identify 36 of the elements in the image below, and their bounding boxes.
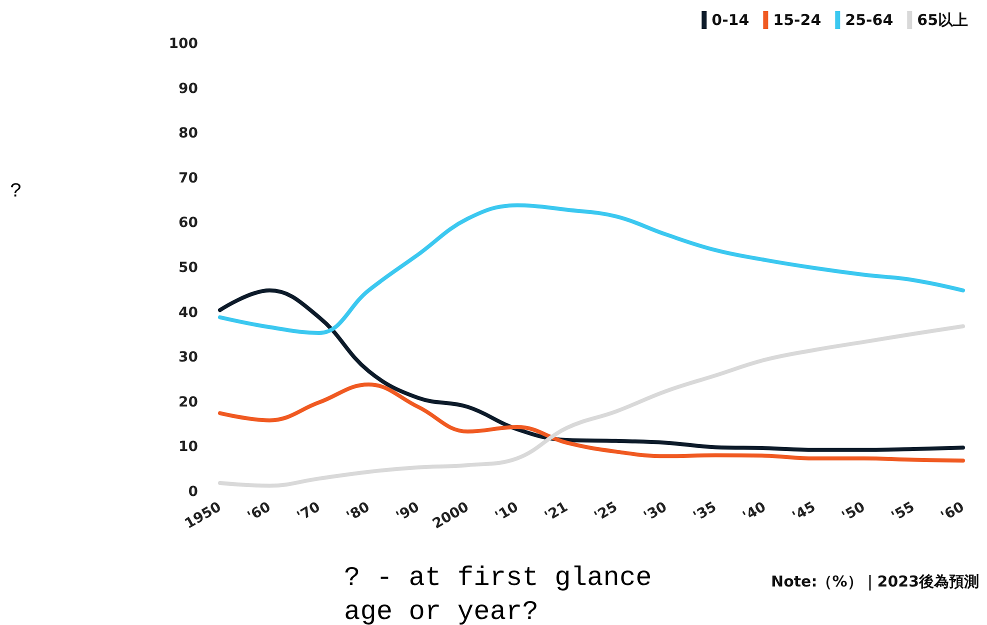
legend-label: 15-24 [773,11,822,29]
line-series [218,324,965,488]
text: ? [10,180,22,204]
y-tick-label: 100 [168,36,198,52]
y-tick-label: 70 [178,170,198,186]
x-tick-label: '40 [740,498,770,525]
x-tick-label: '50 [839,498,868,525]
x-tick-label: '10 [492,498,522,525]
legend-label: 25-64 [845,11,894,29]
legend-label: 65以上 [917,11,968,29]
x-tick-label: '25 [592,499,620,525]
x-tick-label: '55 [888,499,918,525]
y-tick-label: 90 [178,80,198,97]
y-tick-label: 40 [178,304,198,321]
y-tick-label: 60 [178,215,198,232]
line-series [218,288,965,452]
text: Note:（%）｜2023後為預測 [771,572,980,592]
y-tick-label: 50 [178,260,198,276]
y-tick-label: 20 [178,394,198,410]
x-tick-label: '30 [641,498,670,525]
x-tick-label: '80 [344,498,373,525]
legend-label: 0-14 [712,11,750,29]
y-tick-label: 10 [178,439,198,456]
y-tick-label: 0 [188,484,198,500]
y-tick-label: 80 [178,126,198,142]
text: ? - at first glance age or year? [344,564,652,625]
y-tick-label: 30 [178,350,198,366]
line-series [218,382,965,463]
x-tick-label: '21 [542,499,571,525]
line-series [218,203,965,335]
x-tick-label: '35 [690,499,720,525]
x-tick-label: '60 [244,498,274,525]
x-tick-label: '45 [790,499,818,525]
x-tick-label: '60 [938,498,968,525]
x-tick-label: '70 [294,498,324,525]
x-tick-label: '90 [394,498,422,525]
